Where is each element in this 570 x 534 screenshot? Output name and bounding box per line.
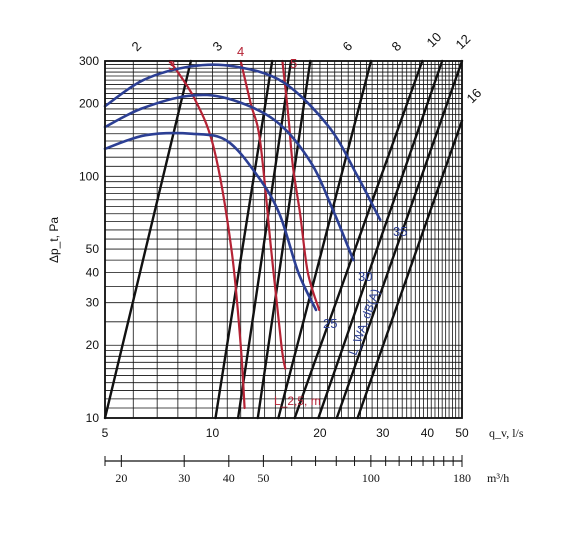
y-tick-label: 40 [86, 265, 100, 279]
secondary-axis-labels: 20 30 40 50 100 180 [115, 471, 471, 485]
annotation-label: 4 [237, 44, 244, 59]
series-line [103, 131, 318, 312]
series-group [103, 59, 464, 420]
secondary-axis-ticks [104, 455, 463, 467]
annotation-label: 35 [393, 224, 407, 239]
y-tick-label: 20 [86, 338, 100, 352]
y-tick-label: 10 [86, 411, 100, 425]
x-tick-label: 30 [376, 426, 390, 440]
x-tick-label: 50 [455, 426, 469, 440]
annotation-label: 6 [340, 38, 356, 54]
series-group [103, 63, 382, 312]
x-tick-label: 5 [102, 426, 109, 440]
annotation-label: 3 [168, 58, 175, 73]
y-tick-label: 50 [86, 242, 100, 256]
annotation-label: 5 [290, 56, 297, 71]
x-axis-title: q_v, l/s [489, 426, 524, 440]
series-line [236, 59, 293, 420]
annotation-label: 3 [210, 38, 226, 54]
y-tick-label: 100 [79, 169, 99, 183]
plot-frame-border [104, 60, 463, 419]
secondary-tick-label: 30 [178, 471, 190, 485]
secondary-tick-label: 40 [223, 471, 235, 485]
y-axis-title: Δp_t, Pa [47, 217, 61, 263]
series-line [293, 59, 424, 420]
x-tick-label: 10 [206, 426, 220, 440]
annotation-label: 16 [464, 85, 485, 106]
series-line [103, 59, 193, 420]
annotation-label: L_2,5, m [274, 394, 321, 408]
secondary-axis-title: m³/h [487, 471, 509, 485]
series-line [103, 93, 355, 262]
annotation-label: 10 [424, 29, 445, 50]
annotation-label: 8 [389, 38, 405, 54]
series-line [103, 63, 382, 222]
series-group [168, 59, 321, 410]
y-tick-label: 30 [86, 296, 100, 310]
series-line [214, 59, 274, 420]
secondary-tick-label: 180 [453, 471, 471, 485]
series-line [281, 59, 321, 311]
secondary-tick-label: 100 [362, 471, 380, 485]
x-tick-label: 40 [421, 426, 435, 440]
series-line [335, 59, 464, 420]
y-tick-label: 200 [79, 97, 99, 111]
secondary-tick-label: 50 [257, 471, 269, 485]
series-line [168, 59, 246, 410]
series-line [277, 59, 373, 420]
x-tick-labels: 5 10 20 30 40 50 [102, 426, 469, 440]
secondary-tick-label: 20 [115, 471, 127, 485]
y-tick-labels: 10 20 30 40 50 100 200 300 [79, 54, 99, 425]
annotation-label: 2 [129, 38, 145, 54]
annotation-label: 30 [358, 269, 372, 284]
x-tick-label: 20 [313, 426, 327, 440]
series-line [356, 119, 464, 420]
y-tick-label: 300 [79, 54, 99, 68]
annotation-label: 12 [453, 31, 474, 52]
annotation-label: 25 [323, 316, 337, 331]
series-line [256, 59, 312, 420]
series-line [239, 59, 287, 370]
series-line [317, 59, 444, 420]
